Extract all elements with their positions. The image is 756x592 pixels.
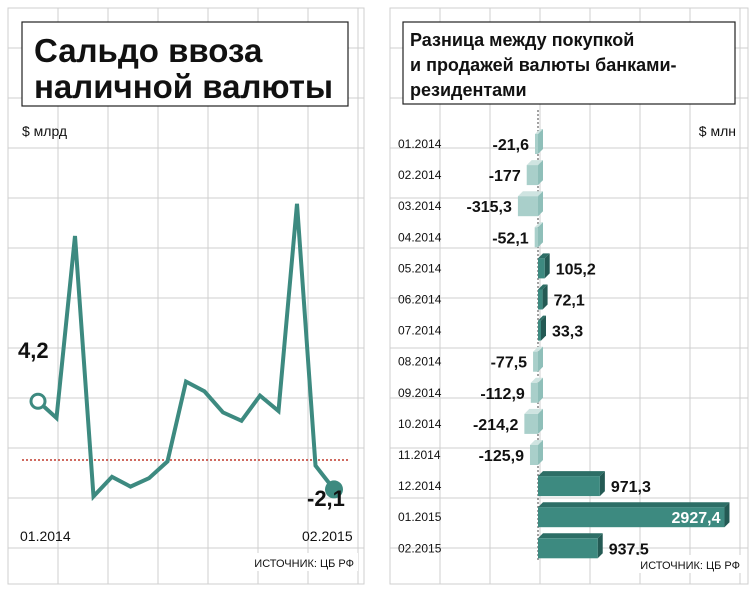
bar-side-face — [541, 315, 546, 341]
bar-category-label: 08.2014 — [398, 355, 442, 369]
start-value-label: 4,2 — [18, 338, 49, 363]
bar-value-label: -315,3 — [467, 199, 512, 216]
bar — [538, 320, 541, 341]
right-title-line-3: резидентами — [410, 80, 527, 100]
end-value-label: -2,1 — [307, 486, 345, 511]
bar-top-face — [534, 222, 543, 228]
bar — [517, 196, 538, 217]
right-unit-label: $ млн — [699, 123, 736, 139]
bar-top-face — [530, 377, 543, 383]
left-source-label: ИСТОЧНИК: ЦБ РФ — [254, 558, 354, 570]
bar — [535, 134, 538, 154]
bar-top-face — [529, 440, 543, 445]
bar-value-label: -214,2 — [473, 417, 518, 434]
bar-top-face — [538, 253, 550, 259]
bar-top-face — [535, 129, 543, 134]
bar-value-label: -125,9 — [479, 448, 524, 465]
bar-value-label: 105,2 — [556, 261, 596, 278]
end-point-marker — [325, 480, 343, 499]
bar-side-face — [538, 346, 543, 372]
bar-side-face — [724, 502, 730, 528]
start-point-marker — [29, 392, 47, 410]
bar — [538, 538, 598, 559]
left-y-unit-label: $ млрд — [22, 123, 67, 139]
bar — [533, 351, 538, 372]
right-title-box — [402, 21, 736, 105]
bar-category-label: 07.2014 — [398, 324, 442, 338]
bar-side-face — [538, 129, 543, 154]
right-title-line-1: Разница между покупкой — [410, 30, 634, 50]
bar-value-label: 937,5 — [609, 541, 649, 558]
bar-value-label: 971,3 — [611, 479, 651, 496]
bar — [538, 476, 600, 497]
bar-value-label: -177 — [489, 168, 521, 185]
left-title-line-2: наличной валюты — [34, 68, 333, 105]
bar-top-face — [538, 502, 730, 508]
bar — [538, 289, 543, 310]
bar-side-face — [538, 377, 543, 403]
bar-value-label: -112,9 — [480, 386, 525, 403]
bar-value-label: -21,6 — [493, 137, 530, 154]
bar-top-face — [517, 191, 543, 197]
x-end-label: 02.2015 — [302, 528, 353, 544]
bar-category-label: 05.2014 — [398, 261, 442, 275]
bar-side-face — [538, 408, 543, 434]
bar-top-face — [533, 346, 543, 352]
right-chart-panel: Разница между покупкой и продажей валюты… — [389, 7, 749, 585]
bar-side-face — [538, 160, 543, 186]
right-title-line-2: и продажей валюты банками- — [410, 55, 677, 75]
bar-value-label: -77,5 — [491, 355, 528, 372]
bar-category-label: 02.2015 — [398, 541, 442, 555]
bar-group: 01.2014 -21,6 02.2014 -177 03.2014 -315,3 04.2… — [398, 129, 730, 559]
balance-series-line — [36, 203, 336, 502]
bar-side-face — [538, 191, 543, 217]
bar-category-label: 06.2014 — [398, 293, 442, 307]
left-title-line-1: Сальдо ввоза — [34, 32, 263, 69]
bar-value-label: 72,1 — [554, 293, 585, 310]
bar-top-face — [538, 284, 548, 290]
bar-category-label: 01.2015 — [398, 510, 442, 524]
bar-side-face — [538, 440, 543, 465]
bar — [529, 445, 538, 465]
bar-category-label: 11.2014 — [398, 448, 441, 462]
bar-top-face — [538, 315, 546, 321]
bar — [538, 258, 545, 279]
bar-category-label: 09.2014 — [398, 386, 442, 400]
bar-value-label: -52,1 — [492, 230, 529, 247]
bar-top-face — [526, 160, 543, 166]
x-start-label: 01.2014 — [20, 528, 71, 544]
bar — [526, 165, 538, 186]
bar-category-label: 10.2014 — [398, 417, 442, 431]
left-source-bg — [246, 553, 358, 571]
left-chart-panel: Сальдо ввоза наличной валюты $ млрд 4,2 … — [7, 7, 365, 585]
bar-side-face — [544, 253, 550, 279]
bar-category-label: 03.2014 — [398, 199, 442, 213]
bar-category-label: 01.2014 — [398, 137, 442, 151]
bar-top-face — [538, 533, 603, 539]
bar — [534, 227, 538, 248]
bar-category-label: 02.2014 — [398, 168, 442, 182]
bar-side-face — [599, 471, 605, 497]
bar-category-label: 12.2014 — [398, 479, 442, 493]
bar-side-face — [538, 222, 543, 248]
right-source-bg — [630, 555, 742, 573]
bar-value-label: 2927,4 — [672, 510, 721, 527]
bar — [530, 382, 538, 403]
bar-side-face — [597, 533, 603, 559]
left-title-box — [21, 21, 349, 107]
right-source-label: ИСТОЧНИК: ЦБ РФ — [640, 560, 740, 572]
bar-side-face — [542, 284, 548, 310]
bar — [524, 413, 538, 434]
bar-category-label: 04.2014 — [398, 230, 442, 244]
bar-top-face — [538, 471, 605, 477]
bar-top-face — [524, 408, 543, 414]
bar — [538, 507, 725, 528]
bar-value-label: 33,3 — [552, 324, 583, 341]
